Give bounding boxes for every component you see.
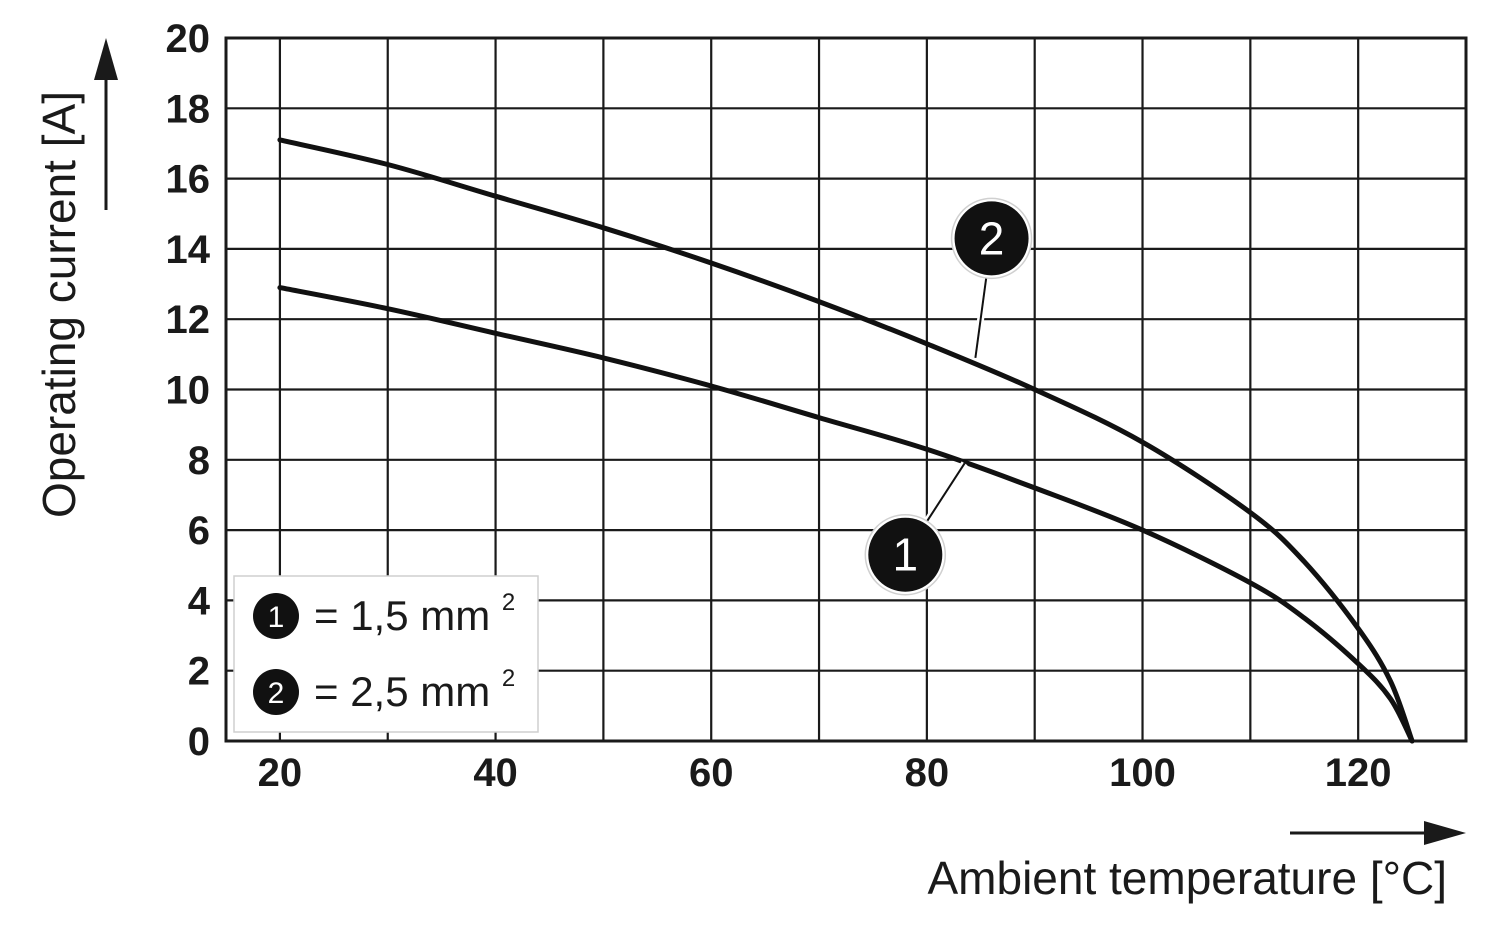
series-line-1	[277, 285, 1415, 744]
y-tick-label-10: 10	[166, 369, 211, 413]
legend-entry-2: 2 = 2,5 mm 2	[253, 665, 515, 715]
x-tick-label-100: 100	[1109, 751, 1176, 795]
x-axis-title: Ambient temperature [°C]	[928, 852, 1448, 904]
legend-entry-2-text: = 2,5 mm 2	[314, 665, 515, 715]
legend-entry-1-sup: 2	[502, 589, 515, 616]
legend-entry-1: 1 = 1,5 mm 2	[253, 589, 515, 639]
legend-entry-1-label: = 1,5 mm	[314, 592, 490, 639]
annotation-badge-label-2: 2	[979, 212, 1005, 264]
legend-marker-2-label: 2	[268, 677, 285, 710]
y-tick-label-2: 2	[188, 650, 210, 694]
legend-entry-2-sup: 2	[502, 665, 515, 692]
x-tick-label-60: 60	[689, 751, 734, 795]
x-tick-label-120: 120	[1325, 751, 1392, 795]
legend: 1 = 1,5 mm 2 2 = 2,5 mm 2	[233, 575, 539, 733]
legend-entry-1-text: = 1,5 mm 2	[314, 589, 515, 639]
y-tick-label-20: 20	[166, 17, 211, 61]
legend-marker-1-label: 1	[268, 601, 285, 634]
annotation-badge-2	[954, 201, 1029, 276]
annotation-badge-label-1: 1	[893, 529, 919, 581]
annotation-badge-1	[868, 517, 943, 592]
legend-marker-1	[253, 593, 299, 639]
series-lines	[277, 137, 1415, 744]
series-annotations: 12	[864, 197, 1033, 596]
annotation-leader-1	[926, 462, 966, 522]
y-axis-title: Operating current [A]	[33, 91, 85, 518]
y-tick-label-14: 14	[166, 228, 211, 272]
x-tick-label-40: 40	[473, 751, 518, 795]
legend-marker-2	[253, 669, 299, 715]
y-tick-label-16: 16	[166, 158, 211, 202]
annotation-leader-2	[974, 277, 988, 358]
legend-entry-2-label: = 2,5 mm	[314, 668, 490, 715]
x-tick-label-80: 80	[905, 751, 950, 795]
y-axis-arrow-head	[94, 38, 118, 80]
y-tick-label-18: 18	[166, 87, 211, 131]
series-line-2	[277, 137, 1415, 744]
x-axis-arrow-head	[1424, 821, 1466, 845]
y-tick-label-12: 12	[166, 298, 211, 342]
y-tick-label-4: 4	[188, 579, 211, 623]
y-tick-label-8: 8	[188, 439, 210, 483]
plot-frame	[224, 36, 1468, 743]
x-tick-label-20: 20	[258, 751, 303, 795]
y-tick-label-0: 0	[188, 720, 210, 764]
y-tick-label-6: 6	[188, 509, 210, 553]
